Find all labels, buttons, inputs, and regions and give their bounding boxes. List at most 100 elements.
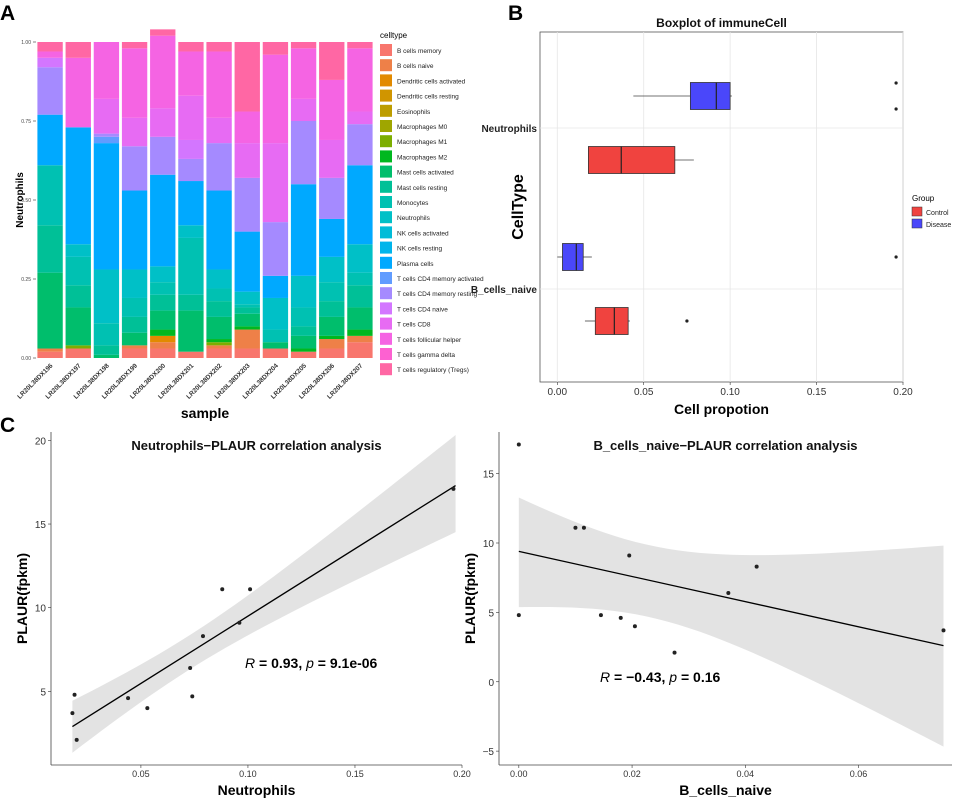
- bar-segment-t-cells-cd8: [347, 111, 373, 125]
- legend-label-b-cells-memory: B cells memory: [397, 48, 442, 55]
- x-axis-title: Neutrophils: [218, 782, 296, 798]
- bar-segment-t-cells-cd4-memory-resting: [121, 146, 148, 191]
- y-tick-label: 0: [488, 678, 494, 689]
- bar-segment-monocytes: [65, 256, 91, 286]
- scatter-point: [126, 696, 131, 701]
- bar-segment-b-cells-memory: [290, 351, 317, 358]
- scatter-point: [516, 613, 521, 618]
- legend-swatch-t-cells-cd4-memory-activated: [380, 272, 392, 284]
- scatter-point: [598, 613, 603, 618]
- bar-segment-t-cells-cd4-memory-activated: [93, 136, 120, 144]
- bar-segment-monocytes: [319, 282, 345, 302]
- legend-label-control: Control: [926, 210, 949, 217]
- scatter-point: [190, 694, 195, 699]
- legend-swatch-eosinophils: [380, 104, 392, 117]
- legend-swatch-macrophages-m1: [380, 135, 392, 148]
- y-tick-label-b-cells-naive: B_cells_naive: [471, 285, 538, 296]
- bar-segment-macrophages-m1: [206, 342, 232, 346]
- bar-segment-mast-cells-activated: [65, 307, 91, 346]
- bar-segment-mast-cells-activated: [347, 307, 373, 330]
- x-tick-label: 0.10: [239, 769, 257, 779]
- bar-segment-neutrophils: [234, 291, 260, 305]
- bar-stack-lr20l38dx206: [319, 42, 345, 358]
- scatter-point: [200, 634, 205, 639]
- bar-segment-mast-cells-resting: [121, 316, 148, 333]
- bar-segment-t-cells-follicular-helper: [121, 48, 148, 118]
- legend-swatch-mast-cells-activated: [380, 165, 392, 178]
- legend-swatch-control: [911, 206, 923, 217]
- bar-segment-neutrophils: [319, 256, 345, 283]
- legend-swatch-t-cells-cd8: [380, 317, 392, 330]
- bar-segment-plasma-cells: [206, 190, 232, 270]
- x-tick-label: 0.00: [548, 387, 568, 398]
- bar-segment-b-cells-naive: [206, 345, 232, 349]
- bar-segment-monocytes: [178, 237, 204, 295]
- bar-segment-macrophages-m2: [206, 339, 232, 343]
- chart-title: Boxplot of immuneCell: [656, 16, 787, 30]
- bar-segment-t-cells-cd8: [206, 117, 232, 144]
- bar-segment-t-cells-cd4-naive: [37, 57, 63, 68]
- bar-segment-t-cells-follicular-helper: [262, 54, 289, 144]
- y-tick-label: 0.50: [21, 198, 31, 204]
- bar-segment-mast-cells-activated: [319, 316, 345, 336]
- bar-segment-t-cells-follicular-helper: [234, 111, 260, 144]
- bar-segment-b-cells-naive: [121, 345, 148, 349]
- bar-stack-lr20l38dx204: [262, 42, 289, 358]
- bar-segment-mast-cells-resting: [150, 294, 176, 311]
- annotation-part: R: [600, 669, 610, 685]
- outlier-point: [894, 255, 898, 259]
- bar-segment-t-cells-regulatory-tregs: [65, 42, 91, 58]
- bar-segment-plasma-cells: [65, 127, 91, 245]
- legend-swatch-t-cells-cd4-memory-resting: [380, 287, 392, 300]
- y-tick-label: 0.25: [21, 277, 31, 283]
- annotation-part: p: [668, 669, 677, 685]
- legend-label-t-cells-cd8: T cells CD8: [397, 322, 431, 329]
- bar-segment-t-cells-cd4-memory-resting: [93, 133, 120, 137]
- box-body: [594, 307, 629, 335]
- bar-segment-macrophages-m2: [319, 335, 345, 340]
- panel-b-boxplot: Boxplot of immuneCell 0.00 0.05 0.10 0.15 0.2…: [471, 16, 952, 417]
- legend-swatch-disease: [911, 218, 923, 229]
- regression-line: [518, 550, 944, 647]
- correlation-annotation: R = 0.93, p = 9.1e-06: [245, 655, 378, 671]
- panel-c-b-cells-naive-scatter: B_cells_naive−PLAUR correlation analysis…: [462, 432, 952, 798]
- panel-c-neutrophils-scatter: Neutrophils−PLAUR correlation analysis 0.…: [14, 432, 471, 798]
- regression-line: [72, 484, 456, 728]
- bar-stack-lr20l38dx197: [65, 42, 91, 358]
- y-tick-label: 0.75: [21, 119, 31, 125]
- chart-title: B_cells_naive−PLAUR correlation analysis: [593, 438, 857, 453]
- bar-segment-b-cells-naive: [150, 342, 176, 349]
- bar-stack-lr20l38dx198: [93, 42, 120, 358]
- bar-segment-b-cells-naive: [234, 329, 260, 349]
- legend-swatch-monocytes: [380, 196, 392, 208]
- bar-segment-mast-cells-activated: [262, 342, 289, 349]
- legend-swatch-t-cells-cd4-naive: [380, 302, 392, 315]
- y-axis-title: CellType: [510, 174, 527, 240]
- legend-swatch-nk-cells-activated: [380, 226, 392, 239]
- x-tick-label: 0.15: [807, 387, 827, 398]
- legend-label-mast-cells-resting: Mast cells resting: [397, 185, 448, 192]
- x-tick-label: 0.04: [737, 769, 755, 779]
- legend-label-t-cells-follicular-helper: T cells follicular helper: [397, 337, 462, 344]
- bar-segment-b-cells-naive: [37, 348, 63, 352]
- bar-segment-t-cells-cd8: [121, 117, 148, 147]
- legend-swatch-neutrophils: [380, 211, 392, 224]
- bar-stack-lr20l38dx201: [178, 42, 204, 358]
- bar-segment-t-cells-cd8: [93, 98, 120, 134]
- bar-segment-macrophages-m2: [234, 326, 260, 330]
- bar-segment-plasma-cells: [150, 174, 176, 267]
- bar-stack-lr20l38dx200: [150, 29, 176, 358]
- bar-segment-t-cells-cd4-memory-resting: [234, 177, 260, 232]
- scatter-point: [627, 553, 632, 558]
- bar-segment-t-cells-cd4-memory-resting: [178, 158, 204, 182]
- scatter-point: [581, 525, 586, 530]
- legend-title: celltype: [380, 31, 408, 40]
- scatter-point: [573, 525, 578, 530]
- bar-segment-t-cells-regulatory-tregs: [347, 42, 373, 49]
- y-tick-label: 10: [35, 604, 47, 615]
- annotation-part: = 0.93,: [255, 655, 306, 671]
- y-tick-label-neutrophils: Neutrophils: [481, 124, 537, 135]
- bar-segment-t-cells-cd4-memory-resting: [150, 136, 176, 175]
- bar-segment-b-cells-memory: [121, 348, 148, 358]
- x-axis-title: B_cells_naive: [679, 782, 772, 798]
